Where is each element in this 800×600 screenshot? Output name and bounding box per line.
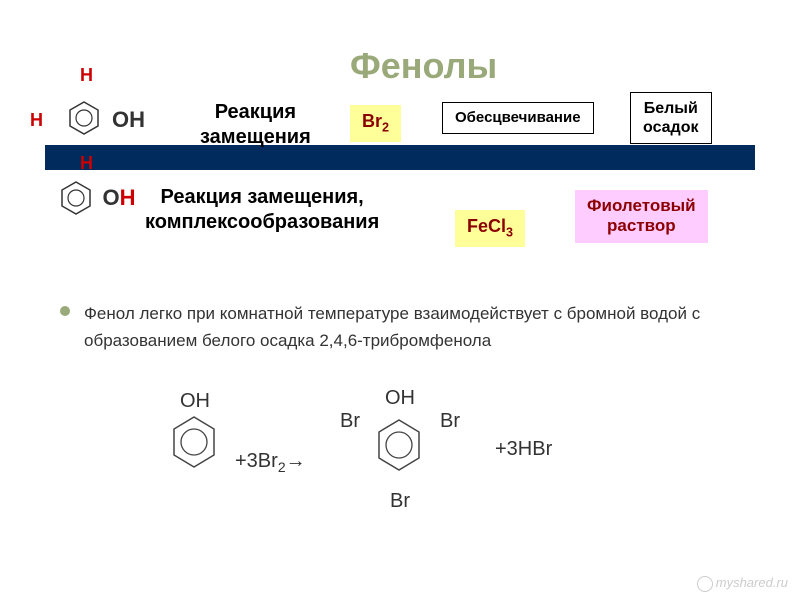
- box-br2: Br2: [350, 105, 401, 142]
- bullet-row: Фенол легко при комнатной температуре вз…: [60, 300, 724, 354]
- oh-label: OH: [112, 107, 145, 133]
- h-top: H: [80, 65, 93, 86]
- bullet-icon: [60, 306, 70, 316]
- molecule-phenol-oh: OH: [60, 180, 135, 216]
- box-fecl3: FeCl3: [455, 210, 525, 247]
- h-left: H: [30, 110, 43, 131]
- hexagon-icon: [68, 100, 100, 136]
- reaction2-l2: комплексообразования: [145, 210, 379, 235]
- plus3br: +3Br: [235, 450, 278, 472]
- eq-reactant-oh: OH: [180, 390, 210, 413]
- white-l1: Белый: [643, 99, 699, 118]
- eq-plus-hbr: +3HBr: [495, 438, 552, 461]
- fecl3-sub: 3: [506, 226, 513, 240]
- violet-l2: раствор: [587, 216, 696, 236]
- plus3br-sub: 2: [278, 459, 286, 475]
- watermark: myshared.ru: [697, 575, 788, 592]
- eq-product-oh: OH: [385, 387, 415, 410]
- eq-br-bottom: Br: [390, 490, 410, 513]
- o-text: O: [102, 185, 119, 210]
- reaction-complex: Реакция замещения, комплексообразования: [145, 185, 379, 235]
- br2-sub: 2: [382, 121, 389, 135]
- dark-bar: [45, 145, 755, 170]
- eq-br-left: Br: [340, 410, 360, 433]
- white-l2: осадок: [643, 118, 699, 137]
- body-text: Фенол легко при комнатной температуре вз…: [84, 300, 724, 354]
- violet-l1: Фиолетовый: [587, 196, 696, 216]
- chemical-equation: OH +3Br2→ OH Br Br Br +3HBr: [140, 390, 660, 540]
- reaction1-l2: замещения: [200, 125, 311, 150]
- fecl3-text: FeCl: [467, 216, 506, 236]
- br2-text: Br: [362, 111, 382, 131]
- reaction2-l1: Реакция замещения,: [145, 185, 379, 210]
- slide-title: Фенолы: [350, 45, 497, 87]
- hexagon-icon: [170, 415, 218, 469]
- reaction-substitution: Реакция замещения: [200, 100, 311, 150]
- box-white-precipitate: Белый осадок: [630, 92, 712, 144]
- box-decolorization: Обесцвечивание: [442, 102, 594, 134]
- eq-arrow: →: [286, 450, 306, 472]
- box-violet-solution: Фиолетовый раствор: [575, 190, 708, 243]
- watermark-text: myshared.ru: [716, 575, 788, 590]
- smile-icon: [697, 576, 713, 592]
- eq-br-right: Br: [440, 410, 460, 433]
- h-bottom: H: [80, 153, 93, 174]
- hexagon-icon: [60, 180, 92, 216]
- h-text: H: [120, 185, 136, 210]
- hexagon-icon: [375, 418, 423, 472]
- reaction1-l1: Реакция: [200, 100, 311, 125]
- eq-plus-br2: +3Br2→: [235, 450, 306, 475]
